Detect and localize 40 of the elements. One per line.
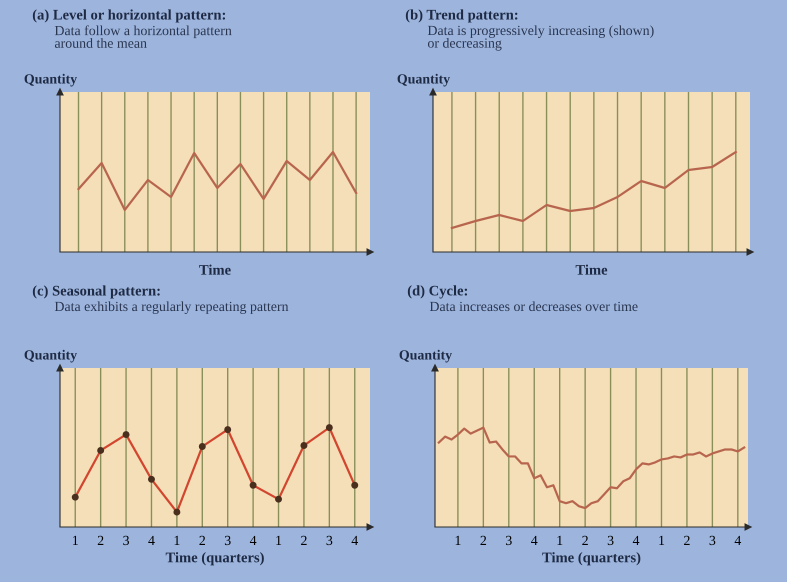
chart-title: (b) Trend pattern: — [406, 9, 518, 23]
x-tick-label: 3 — [224, 536, 231, 546]
x-tick-label: 2 — [684, 536, 690, 545]
x-tick-label: 4 — [148, 536, 155, 545]
x-tick-label: 3 — [506, 536, 512, 546]
x-tick-label: 2 — [301, 536, 307, 545]
chart-title: (a) Level or horizontal pattern: — [32, 9, 226, 23]
x-tick-label: 2 — [199, 536, 205, 545]
x-axis-title: Time (quarters) — [542, 552, 640, 566]
x-axis-title: Time — [576, 264, 608, 275]
x-tick-label: 4 — [352, 536, 358, 545]
chart-subtitle: Data increases or decreases over time — [430, 301, 638, 312]
y-axis-title: Quantity — [400, 350, 452, 362]
y-axis-title: Quantity — [24, 74, 78, 86]
y-axis-title: Quantity — [24, 350, 78, 362]
x-tick-label: 1 — [276, 536, 282, 545]
x-tick-label: 1 — [456, 536, 461, 545]
x-tick-label: 4 — [734, 536, 742, 545]
x-tick-label: 2 — [480, 536, 486, 545]
x-tick-label: 3 — [608, 536, 614, 546]
y-axis-title: Quantity — [398, 74, 450, 86]
x-tick-label: 4 — [632, 536, 640, 545]
x-tick-label: 1 — [659, 536, 664, 545]
chart-subtitle: Data follow a horizontal pattern around the mean — [54, 25, 232, 48]
x-tick-label: 1 — [72, 536, 78, 545]
x-tick-label: 4 — [531, 536, 538, 545]
chart-title: (c) Seasonal pattern: — [32, 285, 160, 299]
x-tick-label: 3 — [710, 536, 716, 546]
x-tick-label: 2 — [98, 536, 104, 545]
chart-subtitle: Data exhibits a regularly repeating pattern — [54, 301, 288, 314]
x-tick-label: 2 — [582, 536, 588, 545]
x-axis-title: Time — [199, 264, 231, 275]
chart-subtitle: Data is progressively increasing (shown) or decreasing — [428, 25, 654, 51]
chart-title: (d) Cycle: — [408, 285, 468, 299]
x-tick-label: 3 — [326, 536, 332, 546]
x-tick-label: 3 — [123, 536, 129, 546]
x-axis-title: Time (quarters) — [166, 552, 264, 566]
x-tick-label: 1 — [174, 536, 180, 545]
x-tick-label: 4 — [250, 536, 256, 545]
x-tick-label: 1 — [557, 536, 562, 545]
